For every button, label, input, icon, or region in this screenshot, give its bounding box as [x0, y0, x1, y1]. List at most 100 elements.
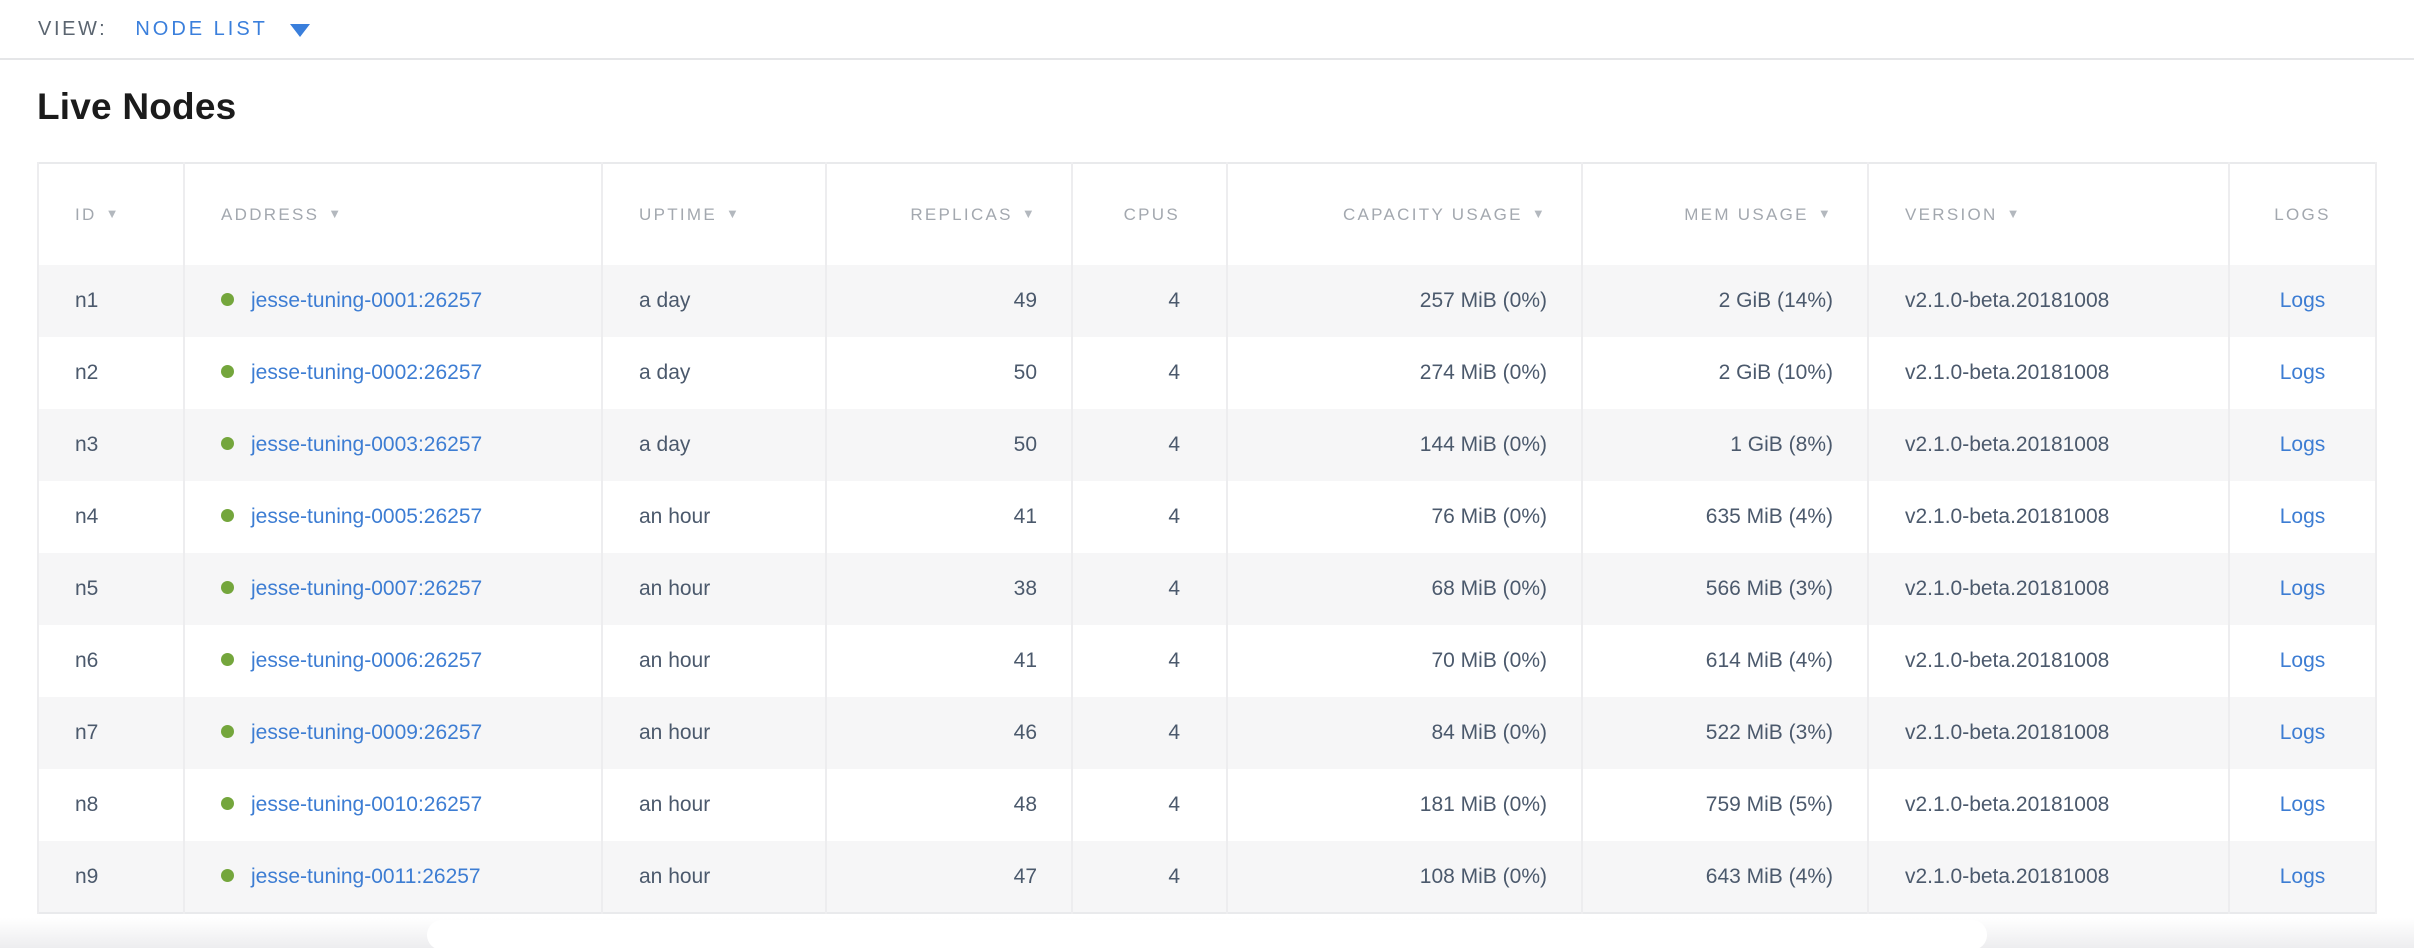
- cell-version: v2.1.0-beta.20181008: [1867, 769, 2229, 841]
- sort-desc-icon: ▼: [726, 205, 742, 221]
- cell-uptime: an hour: [601, 841, 826, 913]
- cell-version: v2.1.0-beta.20181008: [1867, 841, 2229, 913]
- sort-desc-icon: ▼: [1021, 205, 1037, 221]
- cell-replicas: 48: [825, 769, 1072, 841]
- node-address-link[interactable]: jesse-tuning-0005:26257: [251, 505, 483, 528]
- cell-uptime: a day: [601, 409, 826, 481]
- node-live-status-icon: [221, 365, 234, 378]
- cell-mem_usage: 2 GiB (10%): [1581, 337, 1868, 409]
- cell-capacity_usage: 144 MiB (0%): [1226, 409, 1582, 481]
- node-logs-link[interactable]: Logs: [2279, 864, 2326, 888]
- cell-logs: Logs: [2228, 769, 2377, 841]
- cell-uptime: an hour: [601, 625, 826, 697]
- node-address-link[interactable]: jesse-tuning-0011:26257: [251, 864, 481, 888]
- table-row: n1 jesse-tuning-0001:26257 a day 49 4 257 MiB…: [37, 265, 2377, 337]
- cell-id: n5: [37, 553, 184, 625]
- cell-mem_usage: 566 MiB (3%): [1581, 553, 1868, 625]
- cell-capacity_usage: 68 MiB (0%): [1226, 553, 1582, 625]
- column-header-capacity_usage[interactable]: CAPACITY USAGE ▼: [1226, 163, 1582, 265]
- cell-logs: Logs: [2228, 409, 2377, 481]
- cell-replicas: 47: [825, 841, 1072, 913]
- node-logs-link[interactable]: Logs: [2279, 793, 2326, 816]
- node-address-link[interactable]: jesse-tuning-0001:26257: [251, 289, 483, 312]
- node-address-link[interactable]: jesse-tuning-0002:26257: [251, 361, 483, 384]
- node-address-link[interactable]: jesse-tuning-0003:26257: [251, 433, 483, 456]
- table-row: n4 jesse-tuning-0005:26257 an hour 41 4 76 Mi…: [37, 481, 2377, 553]
- cell-cpus: 4: [1071, 481, 1227, 553]
- node-address-link[interactable]: jesse-tuning-0007:26257: [251, 577, 483, 600]
- column-header-label: VERSION: [1905, 204, 1998, 224]
- cell-replicas: 38: [825, 553, 1072, 625]
- column-header-mem_usage[interactable]: MEM USAGE ▼: [1581, 163, 1868, 265]
- table-row: n6 jesse-tuning-0006:26257 an hour 41 4 70 Mi…: [37, 625, 2377, 697]
- table-row: n9 jesse-tuning-0011:26257 an hour 47 4 108 M…: [37, 841, 2377, 913]
- cell-mem_usage: 614 MiB (4%): [1581, 625, 1868, 697]
- node-logs-link[interactable]: Logs: [2279, 289, 2326, 312]
- node-live-status-icon: [221, 797, 234, 810]
- column-header-address[interactable]: ADDRESS ▼: [183, 163, 602, 265]
- cell-logs: Logs: [2228, 337, 2377, 409]
- node-logs-link[interactable]: Logs: [2279, 577, 2326, 600]
- node-logs-link[interactable]: Logs: [2279, 361, 2326, 384]
- node-live-status-icon: [221, 437, 234, 450]
- cell-capacity_usage: 70 MiB (0%): [1226, 625, 1582, 697]
- column-header-label: UPTIME: [639, 204, 718, 224]
- cell-uptime: an hour: [601, 697, 826, 769]
- node-logs-link[interactable]: Logs: [2279, 649, 2326, 672]
- column-header-label: LOGS: [2274, 204, 2331, 224]
- node-logs-link[interactable]: Logs: [2279, 433, 2326, 456]
- cell-address: jesse-tuning-0002:26257: [183, 337, 602, 409]
- cell-replicas: 49: [825, 265, 1072, 337]
- column-header-version[interactable]: VERSION ▼: [1867, 163, 2229, 265]
- node-live-status-icon: [221, 725, 234, 738]
- view-label: VIEW:: [38, 17, 108, 40]
- cell-replicas: 50: [825, 337, 1072, 409]
- view-selected-value[interactable]: NODE LIST: [135, 17, 268, 40]
- column-header-id[interactable]: ID ▼: [37, 163, 184, 265]
- node-logs-link[interactable]: Logs: [2279, 505, 2326, 528]
- column-header-uptime[interactable]: UPTIME ▼: [601, 163, 826, 265]
- cell-cpus: 4: [1071, 409, 1227, 481]
- cell-cpus: 4: [1071, 265, 1227, 337]
- cell-id: n1: [37, 265, 184, 337]
- column-header-replicas[interactable]: REPLICAS ▼: [825, 163, 1072, 265]
- caret-down-icon[interactable]: [289, 23, 310, 37]
- cell-capacity_usage: 274 MiB (0%): [1226, 337, 1582, 409]
- cell-mem_usage: 522 MiB (3%): [1581, 697, 1868, 769]
- cell-id: n8: [37, 769, 184, 841]
- node-live-status-icon: [221, 509, 234, 522]
- column-header-logs: LOGS: [2228, 163, 2377, 265]
- cell-uptime: a day: [601, 337, 826, 409]
- cell-version: v2.1.0-beta.20181008: [1867, 697, 2229, 769]
- column-header-label: CPUS: [1123, 204, 1180, 224]
- cell-version: v2.1.0-beta.20181008: [1867, 337, 2229, 409]
- cell-address: jesse-tuning-0006:26257: [183, 625, 602, 697]
- node-address-link[interactable]: jesse-tuning-0006:26257: [251, 649, 483, 672]
- table-row: n3 jesse-tuning-0003:26257 a day 50 4 144 MiB…: [37, 409, 2377, 481]
- cell-id: n6: [37, 625, 184, 697]
- cell-address: jesse-tuning-0010:26257: [183, 769, 602, 841]
- cell-logs: Logs: [2228, 481, 2377, 553]
- node-live-status-icon: [221, 868, 234, 882]
- view-selector-dropdown[interactable]: NODE LIST: [135, 18, 310, 41]
- table-row: n8 jesse-tuning-0010:26257 an hour 48 4 181 M…: [37, 769, 2377, 841]
- cell-cpus: 4: [1071, 769, 1227, 841]
- table-header-row: ID ▼ ADDRESS ▼ UPTIME ▼ REPLICAS ▼ CPUS CAPACITY …: [37, 163, 2377, 265]
- node-logs-link[interactable]: Logs: [2279, 721, 2326, 744]
- cell-id: n7: [37, 697, 184, 769]
- cell-id: n9: [37, 841, 184, 913]
- cell-capacity_usage: 76 MiB (0%): [1226, 481, 1582, 553]
- cell-cpus: 4: [1071, 625, 1227, 697]
- table-body: n1 jesse-tuning-0001:26257 a day 49 4 257 MiB…: [37, 265, 2377, 913]
- sort-desc-icon: ▼: [2006, 205, 2022, 221]
- horizontal-scrollbar-thumb[interactable]: [427, 920, 1987, 950]
- node-address-link[interactable]: jesse-tuning-0010:26257: [251, 793, 483, 816]
- table-row: n2 jesse-tuning-0002:26257 a day 50 4 274 MiB…: [37, 337, 2377, 409]
- node-address-link[interactable]: jesse-tuning-0009:26257: [251, 721, 483, 744]
- sort-desc-icon: ▼: [1531, 205, 1547, 221]
- node-live-status-icon: [221, 581, 234, 594]
- column-header-cpus: CPUS: [1071, 163, 1227, 265]
- cell-logs: Logs: [2228, 697, 2377, 769]
- sort-desc-icon: ▼: [1817, 205, 1833, 221]
- node-live-status-icon: [221, 293, 234, 306]
